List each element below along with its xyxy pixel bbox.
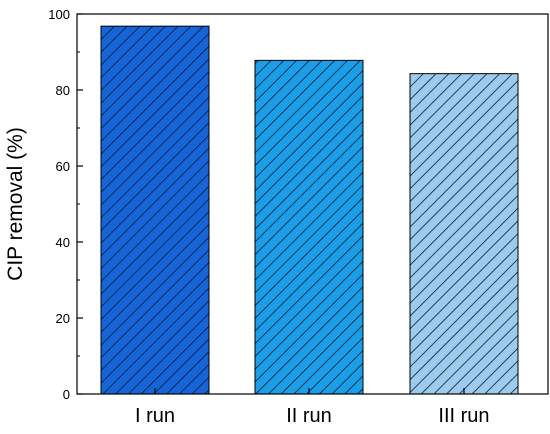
y-tick-label: 40	[56, 235, 70, 250]
y-axis-title: CIP removal (%)	[4, 127, 27, 281]
y-tick-label: 20	[56, 311, 70, 326]
y-tick-label: 60	[56, 159, 70, 174]
bar-ii-run	[254, 59, 364, 395]
bar-iii-run	[409, 73, 519, 395]
y-tick-label: 100	[48, 7, 70, 22]
y-axis: 0 20 40 60 80 100	[48, 7, 83, 402]
bar-i-run	[100, 25, 210, 395]
bars-group	[100, 25, 519, 395]
x-category-label: III run	[438, 405, 489, 427]
x-axis: I run II run III run	[135, 388, 490, 427]
y-tick-label: 80	[56, 83, 70, 98]
y-tick-label: 0	[63, 387, 70, 402]
x-category-label: I run	[135, 405, 175, 427]
x-category-label: II run	[286, 405, 332, 427]
